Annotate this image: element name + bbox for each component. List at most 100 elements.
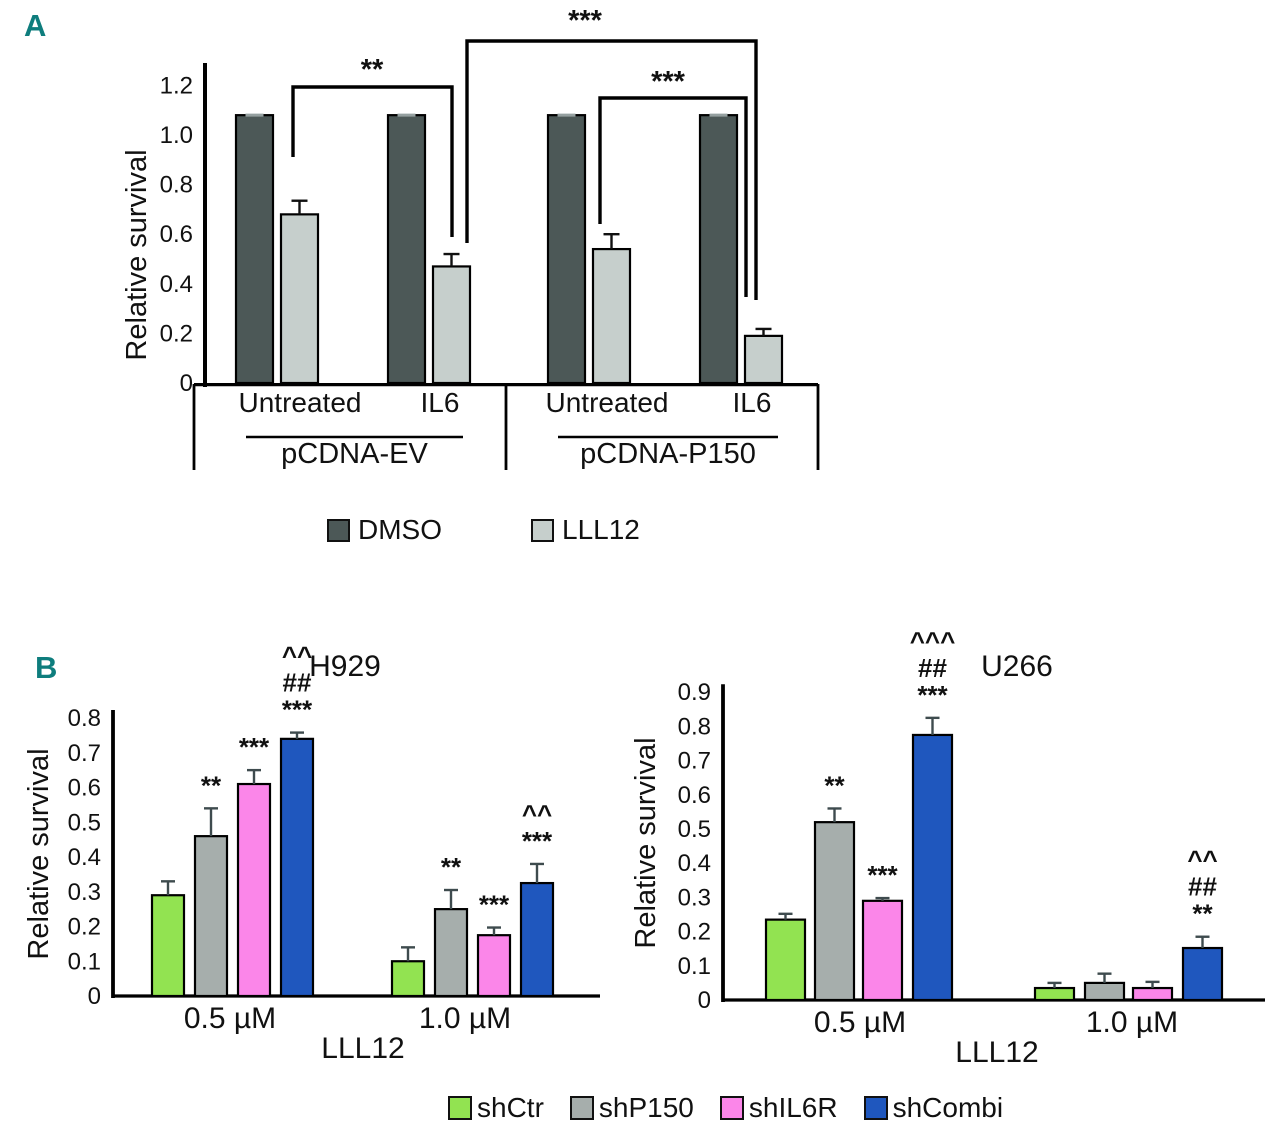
annotation-shCombi: ^^^ [910, 626, 956, 656]
annotation-shCombi: ^^ [282, 641, 312, 671]
bar-DMSO-pCDNA-EV-IL6 [386, 114, 427, 385]
y-tick-label: 0.3 [68, 879, 101, 906]
bar-LLL12-pCDNA-P150-IL6 [743, 334, 784, 385]
category-label: 0.5 µM [184, 1002, 276, 1035]
annotation-shIL6R: *** [867, 860, 898, 890]
chart-title: U266 [981, 650, 1053, 683]
category-label: 0.5 µM [814, 1006, 906, 1039]
significance-bracket [465, 39, 758, 300]
legend-label-shctr: shCtr [477, 1092, 544, 1123]
bar-shIL6R-1.0 µM [1131, 986, 1174, 1002]
legend-item-shil6r: shIL6R [719, 1092, 838, 1124]
bar-shCtr-1.0 µM [1033, 986, 1076, 1002]
y-tick-label: 0.9 [678, 679, 711, 706]
legend-swatch-shil6r [719, 1096, 744, 1120]
significance-bracket [291, 85, 454, 237]
y-tick-label: 0.6 [678, 782, 711, 809]
annotation-shIL6R: *** [239, 732, 270, 762]
panel-b-chart-h929: 0 0.1 0.2 0.3 0.4 0.5 0.6 0.7 0.8 Relative surviv… [23, 641, 600, 1065]
category-label: 1.0 µM [1086, 1006, 1178, 1039]
section-label-pCDNA-EV: pCDNA-EV [281, 438, 428, 470]
y-axis-title: Relative survival [630, 737, 662, 948]
x-axis-title: LLL12 [955, 1036, 1038, 1069]
legend-label-shil6r: shIL6R [748, 1092, 838, 1123]
y-axis-title: Relative survival [23, 748, 55, 959]
section-label-pCDNA-P150: pCDNA-P150 [580, 438, 756, 470]
y-tick-label: 0.3 [678, 884, 711, 911]
y-tick-label: 0.2 [160, 320, 193, 347]
panel-b-chart-u266: 0 0.1 0.2 0.3 0.4 0.5 0.6 0.7 0.8 0.9 Relative sur… [630, 626, 1265, 1069]
bar-LLL12-pCDNA-EV-IL6 [431, 265, 472, 385]
legend-label-lll12: LLL12 [562, 514, 640, 545]
y-tick-label: 0.1 [68, 948, 101, 975]
panel-b-label: B [35, 650, 58, 685]
legend-label-shp150: shP150 [598, 1092, 694, 1123]
annotation-shCombi: ^^ [1187, 845, 1217, 875]
bar-shCombi-0.5 µM [279, 737, 315, 998]
legend-swatch-lll12 [531, 518, 554, 542]
significance-label: *** [568, 5, 603, 37]
legend-label-dmso: DMSO [358, 514, 442, 545]
chart-title: H929 [309, 650, 381, 683]
y-tick-label: 0.8 [160, 172, 193, 199]
bar-LLL12-pCDNA-P150-Untreated [591, 247, 632, 385]
y-tick-label: 1.0 [160, 122, 193, 149]
annotation-shCombi: ** [1192, 899, 1213, 929]
y-tick-label: 0.4 [678, 850, 711, 877]
y-tick-label: 0 [88, 983, 101, 1010]
legend-item-dmso: DMSO [327, 514, 442, 546]
bar-shP150-0.5 µM [813, 821, 856, 1002]
y-tick-label: 0.7 [68, 740, 101, 767]
y-tick-label: 0.4 [160, 271, 193, 298]
bar-shCombi-1.0 µM [519, 881, 555, 998]
bar-shCtr-1.0 µM [390, 960, 426, 998]
bar-shCombi-1.0 µM [1181, 946, 1224, 1002]
legend-swatch-dmso [327, 518, 350, 542]
y-tick-label: 0.2 [678, 919, 711, 946]
bar-shCtr-0.5 µM [764, 918, 807, 1002]
category-label-IL6: IL6 [733, 387, 772, 418]
bar-shIL6R-0.5 µM [236, 782, 272, 998]
y-tick-label: 1.2 [160, 72, 193, 99]
bar-shCtr-0.5 µM [150, 894, 186, 998]
significance-label: ** [361, 54, 384, 86]
annotation-shP150: ** [441, 852, 462, 882]
y-tick-label: 0.8 [678, 713, 711, 740]
y-axis-title: Relative survival [121, 149, 153, 360]
annotation-shP150: ** [201, 770, 222, 800]
annotation-shCombi: ## [283, 668, 312, 698]
category-label-Untreated: Untreated [546, 387, 669, 418]
bar-shIL6R-1.0 µM [476, 934, 512, 998]
category-label-Untreated: Untreated [239, 387, 362, 418]
y-tick-label: 0.7 [678, 748, 711, 775]
annotation-shCombi: ## [1188, 872, 1217, 902]
y-tick-label: 0.6 [68, 775, 101, 802]
legend-item-lll12: LLL12 [531, 514, 640, 546]
legend-item-shctr: shCtr [448, 1092, 544, 1124]
y-tick-label: 0.5 [68, 809, 101, 836]
annotation-shCombi: ^^ [522, 799, 552, 829]
category-label-IL6: IL6 [421, 387, 460, 418]
bar-DMSO-pCDNA-P150-IL6 [698, 114, 739, 385]
y-tick-label: 0 [180, 370, 193, 397]
panel-a-chart: 0 0.2 0.4 0.6 0.8 1.0 1.2 Relative survival Untr… [121, 5, 820, 470]
annotation-shCombi: *** [917, 680, 948, 710]
y-tick-label: 0.4 [68, 844, 101, 871]
y-tick-label: 0.6 [160, 221, 193, 248]
bar-shP150-1.0 µM [433, 908, 469, 998]
bar-DMSO-pCDNA-P150-Untreated [546, 114, 587, 385]
bar-shIL6R-0.5 µM [861, 899, 904, 1002]
x-axis-title: LLL12 [321, 1032, 404, 1065]
panel-a-legend: DMSO LLL12 [327, 514, 640, 546]
legend-item-shp150: shP150 [569, 1092, 694, 1124]
panel-b-legend: shCtr shP150 shIL6R shCombi [448, 1092, 1003, 1124]
panel-a-label: A [24, 8, 47, 43]
annotation-shCombi: *** [522, 826, 553, 856]
annotation-shCombi: *** [282, 695, 313, 725]
bar-DMSO-pCDNA-EV-Untreated [234, 114, 275, 385]
y-tick-label: 0.2 [68, 914, 101, 941]
y-tick-label: 0 [698, 987, 711, 1014]
legend-swatch-shctr [448, 1096, 472, 1120]
legend-swatch-shcombi [863, 1096, 888, 1120]
